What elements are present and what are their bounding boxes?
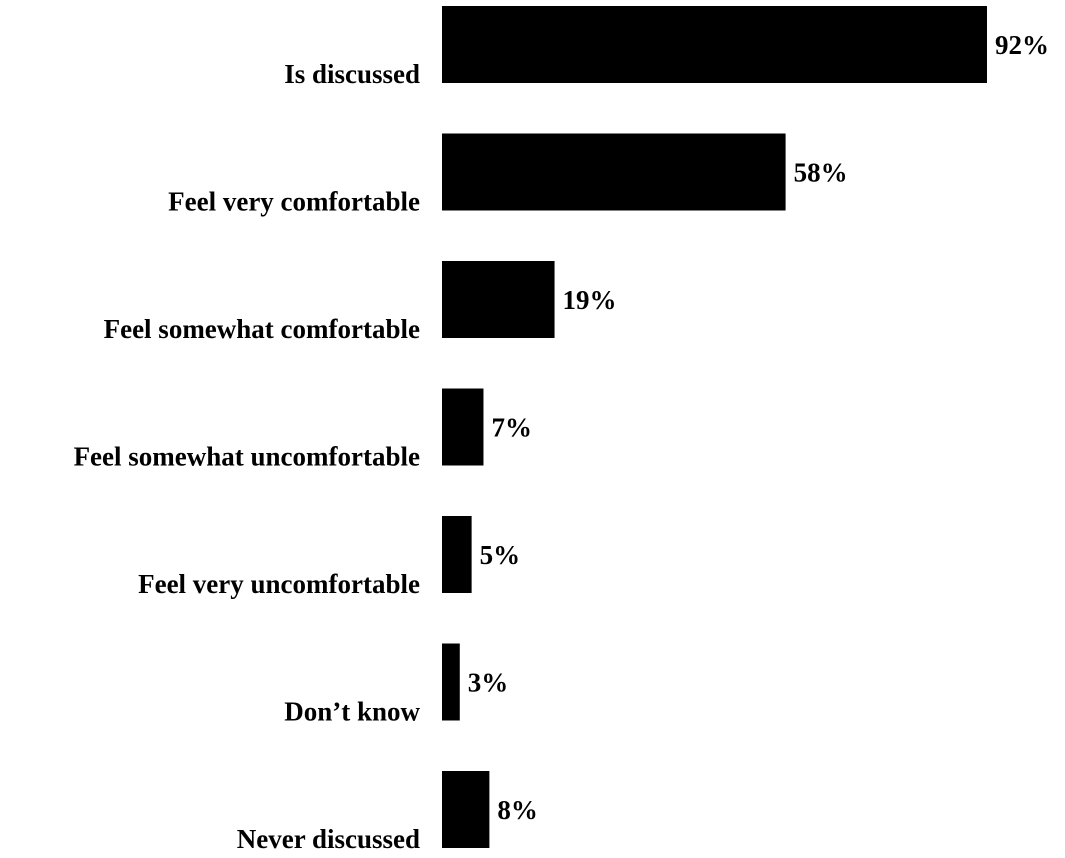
bar-is-discussed: [442, 6, 987, 83]
bars-group: [442, 6, 987, 848]
bar-feel-somewhat-uncomfortable: [442, 388, 484, 466]
value-label-feel-very-uncomfortable: 5%: [480, 540, 521, 570]
bar-feel-very-comfortable: [442, 133, 786, 211]
category-label-feel-somewhat-comfortable: Feel somewhat comfortable: [104, 314, 420, 344]
value-label-feel-very-comfortable: 58%: [794, 158, 848, 188]
category-label-never-discussed: Never discussed: [237, 824, 420, 854]
category-label-feel-somewhat-uncomfortable: Feel somewhat uncomfortable: [74, 442, 420, 472]
category-label-is-discussed: Is discussed: [284, 59, 420, 89]
value-label-is-discussed: 92%: [995, 30, 1049, 60]
value-label-don-t-know: 3%: [468, 668, 509, 698]
value-label-feel-somewhat-uncomfortable: 7%: [491, 413, 532, 443]
bar-feel-very-uncomfortable: [442, 516, 472, 593]
category-label-don-t-know: Don’t know: [284, 697, 420, 727]
bar-feel-somewhat-comfortable: [442, 261, 555, 338]
value-label-never-discussed: 8%: [497, 795, 538, 825]
value-labels-group: 92% 58% 19% 7% 5% 3% 8%: [468, 30, 1049, 825]
bar-don-t-know: [442, 643, 460, 721]
category-labels-group: Is discussed Feel very comfortable Feel so…: [74, 59, 421, 854]
value-label-feel-somewhat-comfortable: 19%: [563, 285, 617, 315]
category-label-feel-very-comfortable: Feel very comfortable: [168, 187, 420, 217]
bar-never-discussed: [442, 771, 490, 848]
category-label-feel-very-uncomfortable: Feel very uncomfortable: [138, 569, 420, 599]
